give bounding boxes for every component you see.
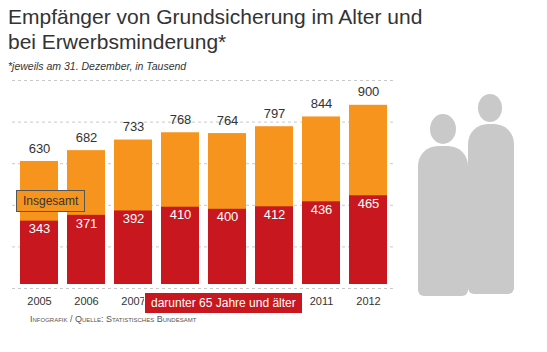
- svg-text:343: 343: [29, 221, 51, 236]
- svg-text:2012: 2012: [356, 295, 380, 307]
- html-text:Infografik / Quelle: Statistis: Infografik / Quelle: Statistisches Bunde…: [30, 314, 197, 324]
- svg-text:630: 630: [29, 141, 51, 156]
- svg-text:2007: 2007: [121, 295, 145, 307]
- svg-text:682: 682: [76, 130, 98, 145]
- svg-text:900: 900: [358, 84, 380, 99]
- svg-text:371: 371: [76, 215, 98, 230]
- svg-text:2006: 2006: [74, 295, 98, 307]
- svg-text:797: 797: [264, 106, 286, 121]
- svg-text:2011: 2011: [310, 295, 334, 307]
- html-text:Insgesamt: Insgesamt: [23, 194, 79, 208]
- svg-text:465: 465: [358, 196, 380, 211]
- svg-text:2005: 2005: [27, 295, 51, 307]
- svg-text:844: 844: [311, 96, 333, 111]
- html-text:*jeweils am 31. Dezember, in T: *jeweils am 31. Dezember, in Tausend: [8, 60, 187, 72]
- svg-text:412: 412: [264, 207, 286, 222]
- svg-text:410: 410: [170, 207, 192, 222]
- svg-text:768: 768: [170, 112, 192, 127]
- html-text:Empfänger von Grundsicherung i: Empfänger von Grundsicherung im Alter un…: [8, 5, 423, 53]
- svg-text:764: 764: [217, 113, 239, 128]
- svg-text:400: 400: [217, 209, 239, 224]
- html-text:darunter 65 Jahre und älter: darunter 65 Jahre und älter: [151, 296, 296, 310]
- svg-text:436: 436: [311, 202, 333, 217]
- svg-text:392: 392: [123, 211, 145, 226]
- svg-text:733: 733: [123, 119, 145, 134]
